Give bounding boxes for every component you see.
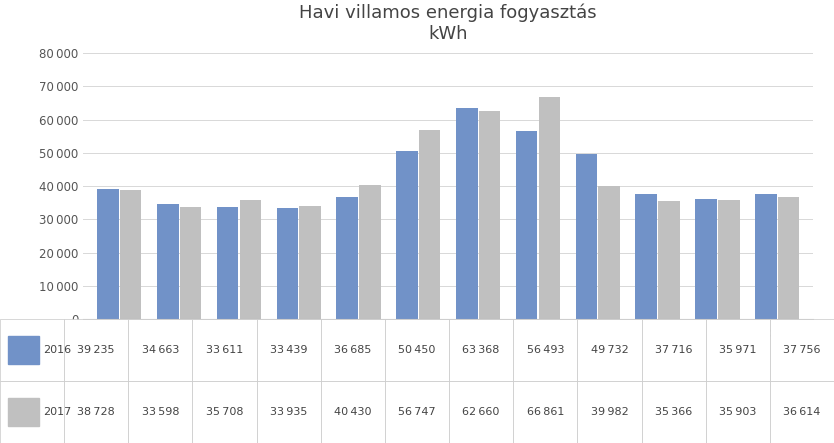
- Bar: [755, 194, 776, 319]
- Bar: [456, 109, 478, 319]
- Bar: [179, 207, 201, 319]
- Bar: [239, 200, 261, 319]
- Bar: [778, 197, 800, 319]
- Bar: [217, 207, 239, 319]
- Bar: [157, 204, 178, 319]
- Bar: [599, 186, 620, 319]
- Bar: [97, 189, 118, 319]
- Title: Havi villamos energia fogyasztás
kWh: Havi villamos energia fogyasztás kWh: [299, 4, 597, 43]
- Bar: [696, 199, 717, 319]
- Text: 2016: 2016: [43, 345, 72, 355]
- Bar: [419, 130, 440, 319]
- Bar: [718, 200, 740, 319]
- Bar: [479, 111, 500, 319]
- Bar: [299, 206, 321, 319]
- Bar: [575, 154, 597, 319]
- Bar: [539, 97, 560, 319]
- Bar: [277, 208, 298, 319]
- Bar: [120, 190, 142, 319]
- Bar: [336, 197, 358, 319]
- Bar: [396, 152, 418, 319]
- Text: 2017: 2017: [43, 407, 72, 417]
- Bar: [359, 185, 380, 319]
- Bar: [516, 131, 537, 319]
- Bar: [658, 202, 680, 319]
- Bar: [636, 194, 657, 319]
